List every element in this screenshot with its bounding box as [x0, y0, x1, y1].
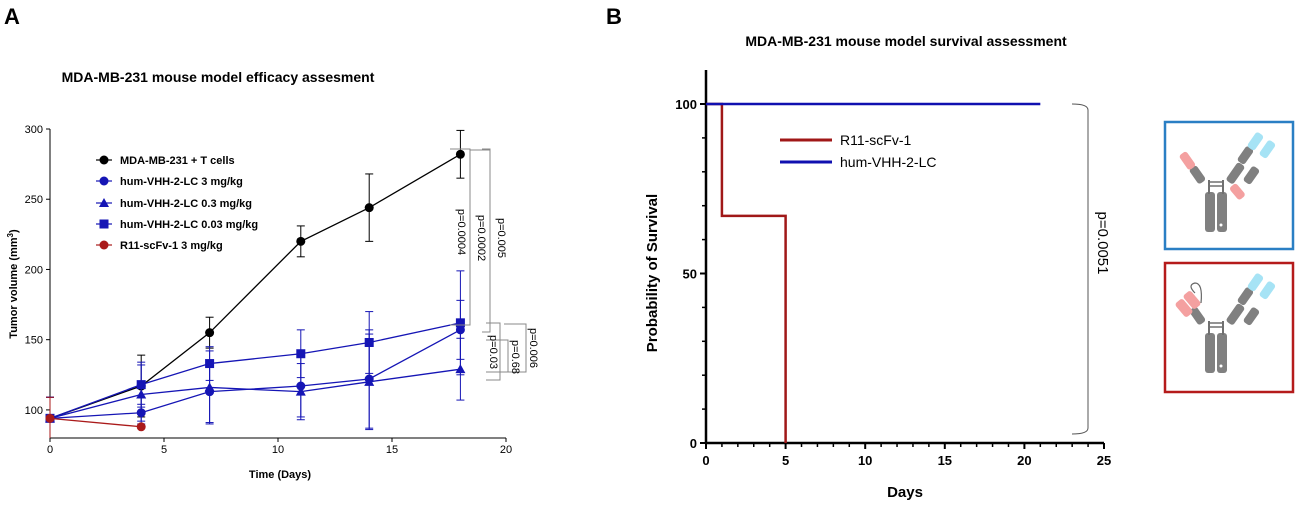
- chart-a-legend: MDA-MB-231 + T cells hum-VHH-2-LC 3 mg/k…: [96, 155, 258, 252]
- legend-item-vhh-003: hum-VHH-2-LC 0.03 mg/kg: [96, 219, 258, 231]
- pvalue-p0002: p=0.0002: [475, 215, 487, 261]
- antibody-icon-vhh: [1163, 120, 1295, 251]
- antibody-icon-r11: [1163, 261, 1295, 394]
- y-tick-label: 300: [25, 124, 43, 136]
- pvalue-p0004: p=0.0004: [455, 209, 467, 255]
- legend-label-r11-scfv: R11-scFv-1: [840, 132, 912, 148]
- data-point: [204, 382, 215, 392]
- legend-label-vhh-003: hum-VHH-2-LC 0.03 mg/kg: [120, 219, 258, 231]
- legend-label-vhh-3: hum-VHH-2-LC 3 mg/kg: [120, 176, 243, 188]
- x-tick-label: 20: [500, 444, 512, 456]
- data-point: [296, 349, 306, 359]
- chart-a-title: MDA-MB-231 mouse model efficacy assesmen…: [62, 69, 375, 85]
- bracket-p0004: [450, 148, 471, 326]
- pvalue-p003: p=0.03: [487, 335, 499, 369]
- pvalue-p00051: p=0.0051: [1094, 212, 1111, 275]
- legend-label-hum-vhh: hum-VHH-2-LC: [840, 154, 936, 170]
- data-point: [364, 203, 374, 213]
- panel-b-survival-chart: B MDA-MB-231 mouse model survival assess…: [606, 4, 1111, 501]
- pvalue-p068: p=0.68: [509, 340, 521, 374]
- y-tick-label: 250: [25, 194, 43, 206]
- legend-item-vhh-3: hum-VHH-2-LC 3 mg/kg: [96, 176, 243, 188]
- data-point: [205, 328, 215, 338]
- chart-b-legend: R11-scFv-1 hum-VHH-2-LC: [780, 132, 936, 170]
- x-tick-label: 0: [47, 444, 53, 456]
- antibody-vhh-drawing: [1179, 132, 1276, 232]
- legend-label-vhh-03: hum-VHH-2-LC 0.3 mg/kg: [120, 198, 252, 210]
- x-tick-label: 15: [938, 453, 952, 468]
- data-point: [364, 337, 374, 347]
- legend-label-r11: R11-scFv-1 3 mg/kg: [120, 240, 223, 252]
- x-tick-label: 0: [702, 453, 709, 468]
- frame-red: [1163, 261, 1295, 394]
- data-point: [45, 413, 55, 423]
- chart-b-ticks: 0 5 10 15 20 25 0 50 100: [675, 97, 1111, 468]
- chart-a-axes: [49, 129, 506, 439]
- data-point: [136, 380, 146, 390]
- data-point: [136, 422, 146, 432]
- x-tick-label: 10: [272, 444, 284, 456]
- chart-a-significance-brackets: [450, 148, 527, 381]
- data-point: [205, 359, 215, 369]
- data-point: [296, 236, 306, 246]
- y-tick-label: 50: [683, 267, 697, 282]
- panel-a-efficacy-chart: A MDA-MB-231 mouse model efficacy assesm…: [4, 4, 539, 481]
- y-tick-label: 100: [25, 405, 43, 417]
- bracket-p068: [486, 339, 509, 373]
- bracket-p003: [486, 322, 501, 381]
- bracket-p0002: [482, 148, 491, 333]
- series-line-1: [49, 329, 461, 419]
- data-point: [295, 386, 306, 396]
- bracket-p0006: [504, 323, 527, 373]
- x-tick-label: 15: [386, 444, 398, 456]
- legend-item-hum-vhh: hum-VHH-2-LC: [780, 154, 936, 170]
- chart-b-axes: [704, 70, 1104, 445]
- data-point: [364, 376, 375, 386]
- y-tick-label: 0: [690, 436, 697, 451]
- legend-item-vhh-03: hum-VHH-2-LC 0.3 mg/kg: [96, 198, 252, 210]
- x-tick-label: 5: [782, 453, 789, 468]
- y-tick-label: 100: [675, 97, 697, 112]
- x-tick-label: 25: [1097, 453, 1111, 468]
- x-tick-label: 5: [161, 444, 167, 456]
- legend-label-t-cells: MDA-MB-231 + T cells: [120, 155, 235, 167]
- chart-a-y-axis-label: Tumor volume (mm3): [6, 229, 20, 339]
- data-point: [455, 318, 465, 328]
- pvalue-p0006: p=0.006: [527, 328, 539, 368]
- series-line-2: [49, 368, 461, 419]
- panel-b-letter: B: [606, 4, 622, 29]
- series-line-4: [49, 417, 142, 428]
- series-line-3: [49, 322, 461, 419]
- data-point: [455, 149, 465, 159]
- legend-item-r11-scfv: R11-scFv-1: [780, 132, 912, 148]
- panel-a-letter: A: [4, 4, 20, 29]
- chart-a-series: [45, 129, 466, 438]
- chart-b-title: MDA-MB-231 mouse model survival assessme…: [745, 33, 1067, 49]
- y-tick-label: 200: [25, 264, 43, 276]
- chart-b-series: [706, 102, 1041, 443]
- x-tick-label: 10: [858, 453, 872, 468]
- x-tick-label: 20: [1017, 453, 1031, 468]
- antibody-r11-drawing: [1175, 273, 1276, 373]
- chart-a-ticks: 0 5 10 15 20 100 150 200 250 300: [25, 124, 512, 456]
- survival-line-0: [706, 102, 787, 443]
- y-tick-label: 150: [25, 335, 43, 347]
- chart-a-x-axis-label: Time (Days): [249, 469, 311, 481]
- legend-item-r11: R11-scFv-1 3 mg/kg: [96, 240, 223, 252]
- chart-b-y-axis-label: Probability of Survival: [644, 194, 661, 352]
- chart-b-x-axis-label: Days: [887, 484, 923, 501]
- series-line-0: [49, 153, 461, 419]
- legend-item-t-cells: MDA-MB-231 + T cells: [96, 155, 235, 167]
- pvalue-p0005: p=0.005: [495, 218, 507, 258]
- frame-blue: [1163, 120, 1295, 251]
- bracket-p00051: [1071, 103, 1089, 435]
